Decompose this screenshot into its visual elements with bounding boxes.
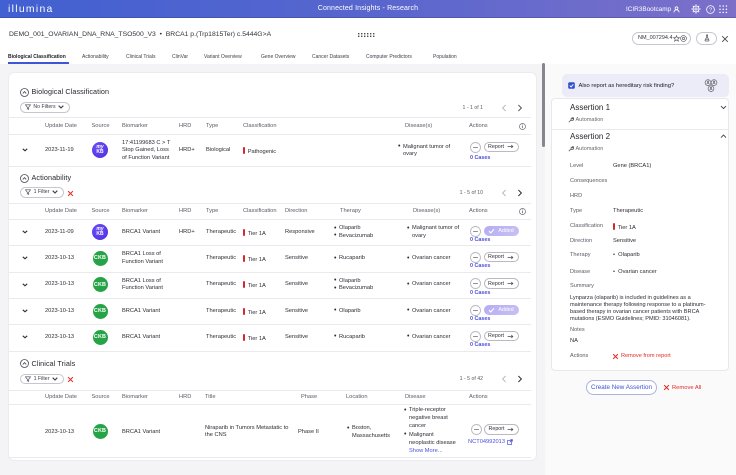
svg-text:?: ? (709, 7, 712, 13)
